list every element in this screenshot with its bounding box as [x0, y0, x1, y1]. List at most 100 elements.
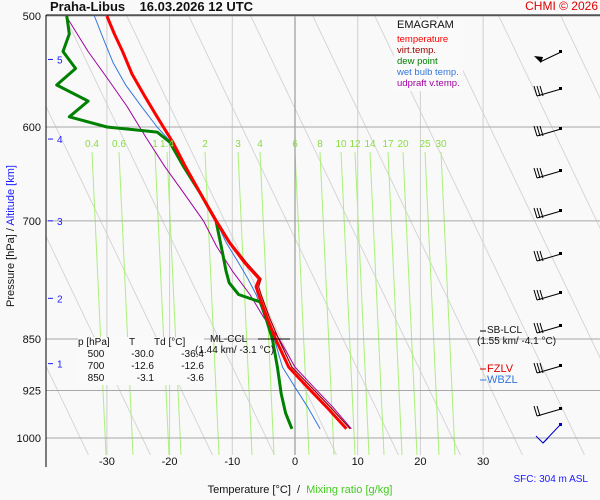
dry-adiabat	[46, 364, 90, 455]
cell-p: 700	[87, 361, 105, 372]
table-row: 850 -3.1 -3.6	[78, 373, 204, 385]
mixing-ratio-line	[91, 151, 107, 455]
mixing-ratio-line	[259, 151, 275, 455]
mixing-ratio-line	[440, 151, 456, 455]
cell-t: -12.6	[131, 361, 154, 372]
x-axis-mixing: Mixing ratio [g/kg]	[306, 484, 393, 496]
series-temperature	[105, 15, 348, 430]
mixing-ratio-line	[402, 151, 418, 455]
table-row: 700 -12.6 -12.6	[78, 361, 204, 373]
mixing-ratio-line	[294, 151, 310, 455]
wind-barb	[533, 322, 562, 334]
y-axis-altitude: Altitude [km]	[5, 165, 17, 226]
dry-adiabat	[435, 15, 600, 359]
x-axis-temp: Temperature [°C]	[207, 484, 291, 496]
mixing-ratio-line	[387, 151, 403, 455]
altitude-tick-label: 4	[57, 135, 63, 146]
temperature-tick-label: -30	[99, 456, 115, 468]
table-row: 500 -30.0 -36.4	[78, 349, 204, 361]
wind-barb	[533, 125, 562, 137]
mixing-ratio-line	[154, 151, 170, 455]
mixing-ratio-label: 30	[435, 139, 447, 150]
wind-barb	[533, 85, 562, 97]
pressure-tick-label: 500	[23, 11, 41, 23]
altitude-tick-label: 1	[57, 360, 63, 371]
dry-adiabat	[559, 15, 600, 100]
y-axis-pressure: Pressure [hPa]	[5, 234, 17, 307]
x-axis-sep: /	[290, 484, 307, 496]
cell-t: -3.1	[136, 373, 154, 384]
temperature-tick-label: 20	[414, 456, 426, 468]
mixing-ratio-line	[204, 151, 220, 455]
dry-adiabat	[187, 15, 400, 455]
wind-barb	[535, 423, 562, 444]
pressure-tick-label: 1000	[17, 433, 41, 445]
mixing-ratio-label: 6	[292, 139, 298, 150]
mixing-ratio-line	[369, 151, 385, 455]
mixing-ratio-label: 25	[419, 139, 431, 150]
level-table: p [hPa] T Td [°C] 500 -30.0 -36.4 700 -1…	[78, 337, 204, 385]
col-td: Td [°C]	[154, 337, 186, 348]
wind-barb	[533, 289, 562, 301]
mixing-ratio-label: 4	[257, 139, 263, 150]
ml-ccl-value: (1.44 km/ -3.1 °C)	[195, 345, 275, 356]
mixing-ratio-label: 3	[235, 139, 241, 150]
mixing-ratio-line	[118, 151, 134, 455]
dry-adiabat	[497, 15, 600, 230]
sb-lcl-value: (1.55 km/ -4.1 °C)	[477, 336, 557, 347]
y-axis-label: Pressure [hPa] / Altitude [km]	[5, 161, 17, 311]
altitude-tick-label: 3	[57, 217, 63, 228]
wind-barb	[533, 207, 562, 219]
legend-item-updraft: udpraft v.temp.	[397, 78, 460, 89]
dry-adiabat	[311, 15, 524, 455]
mixing-ratio-label: 10	[335, 139, 347, 150]
legend-item-virt-temp: virt.temp.	[397, 45, 437, 56]
mixing-ratio-line	[354, 151, 370, 455]
wind-barb	[533, 405, 562, 417]
dry-adiabat	[46, 235, 152, 455]
legend-item-wet-bulb: wet bulb temp.	[397, 67, 459, 78]
cell-td: -36.4	[181, 349, 204, 360]
col-p: p [hPa]	[78, 337, 110, 348]
ml-ccl-label: ML-CCL	[210, 334, 248, 345]
y-axis-sep: /	[5, 225, 17, 235]
mixing-ratio-label: 14	[364, 139, 376, 150]
pressure-tick-label: 850	[23, 334, 41, 346]
legend-heading: EMAGRAM	[397, 19, 454, 31]
pressure-tick-label: 600	[23, 122, 41, 134]
fzlv-label: FZLV	[487, 363, 514, 375]
temperature-tick-label: -10	[224, 456, 240, 468]
cell-td: -12.6	[181, 361, 204, 372]
mixing-ratio-line	[319, 151, 335, 455]
mixing-ratio-line	[340, 151, 356, 455]
temperature-tick-label: -20	[162, 456, 178, 468]
wind-barb	[533, 167, 562, 179]
mixing-ratio-label: 1.4	[160, 139, 174, 150]
mixing-ratio-label: 12	[349, 139, 361, 150]
mixing-ratio-line	[424, 151, 440, 455]
mixing-ratio-label: 8	[317, 139, 323, 150]
mixing-ratio-line	[237, 151, 253, 455]
pressure-tick-label: 700	[23, 216, 41, 228]
altitude-tick-label: 5	[57, 55, 63, 66]
col-t: T	[128, 337, 136, 348]
wind-barb	[534, 50, 562, 63]
temperature-tick-label: 10	[352, 456, 364, 468]
cell-p: 500	[87, 349, 105, 360]
wind-barb	[533, 362, 562, 374]
chart-title: Praha-Libus 16.03.2026 12 UTC	[50, 0, 254, 14]
mixing-ratio-label: 0.4	[85, 139, 99, 150]
cell-td: -3.6	[186, 373, 204, 384]
x-axis-label: Temperature [°C] / Mixing ratio [g/kg]	[0, 472, 600, 496]
mixing-ratio-label: 17	[382, 139, 394, 150]
sb-lcl-label: SB-LCL	[487, 325, 523, 336]
cell-t: -30.0	[131, 349, 154, 360]
mixing-ratio-label: 2	[202, 139, 208, 150]
temperature-tick-label: 30	[477, 456, 489, 468]
mixing-ratio-label: 0.6	[112, 139, 126, 150]
mixing-ratio-label: 20	[397, 139, 409, 150]
surface-elevation: SFC: 304 m ASL	[513, 474, 588, 485]
legend: EMAGRAM temperature virt.temp. dew point…	[394, 19, 463, 91]
wind-barb	[533, 250, 562, 262]
